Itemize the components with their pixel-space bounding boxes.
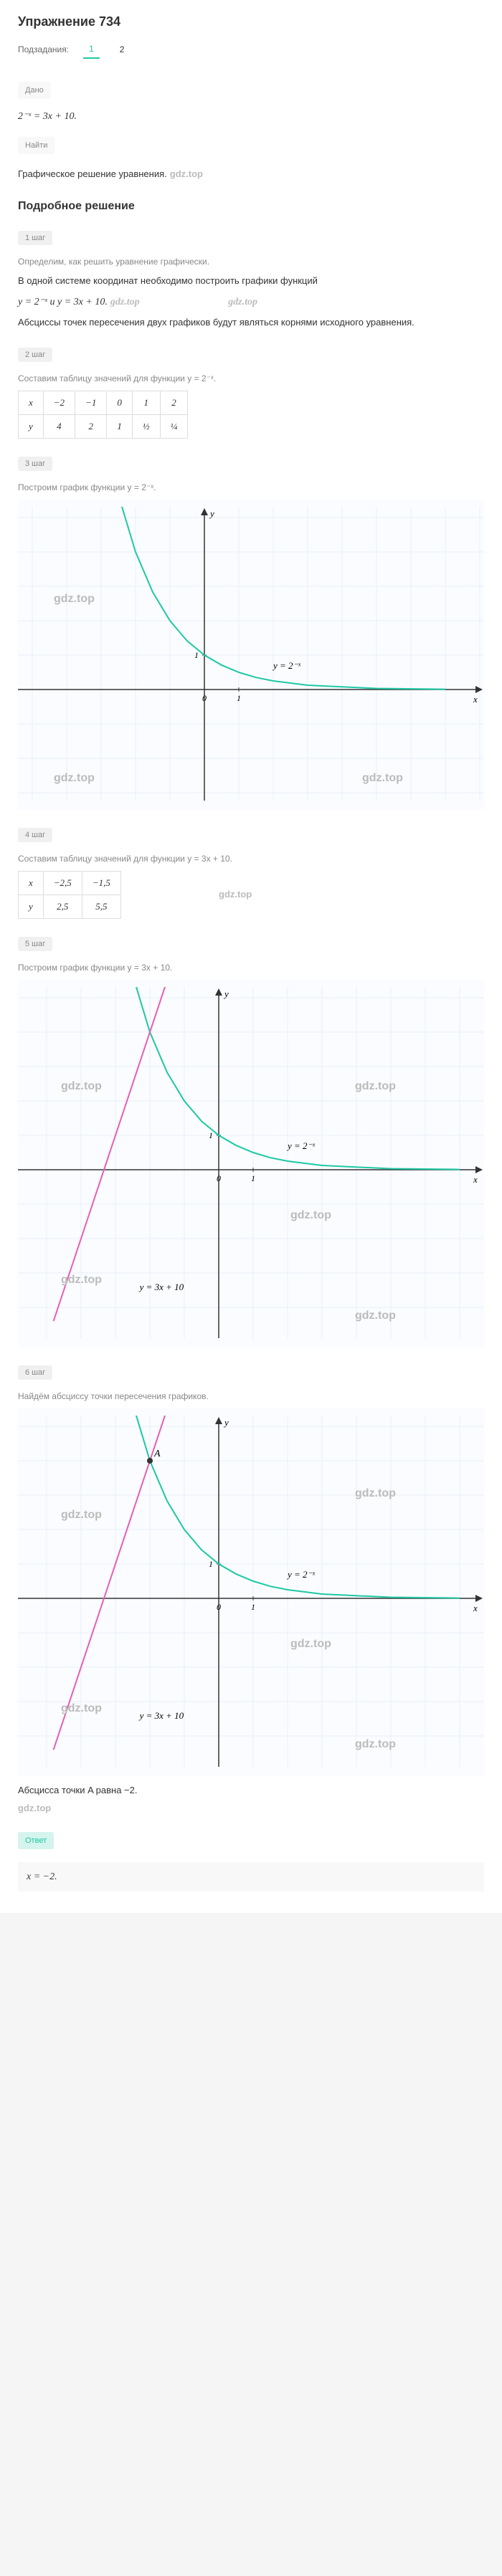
step-badge-2: 2 шаг (18, 348, 52, 362)
svg-text:1: 1 (209, 1130, 213, 1140)
subtask-row: Подзадания: 1 2 (18, 40, 484, 59)
table-1: x−2−1012y421½¼ (18, 391, 188, 439)
page-title: Упражнение 734 (18, 14, 484, 29)
svg-text:y = 2⁻ˣ: y = 2⁻ˣ (272, 661, 300, 672)
chart-2: 011xyy = 2⁻ˣy = 3x + 10gdz.topgdz.topgdz… (18, 987, 484, 1340)
svg-text:0: 0 (202, 693, 207, 703)
step-badge-6: 6 шаг (18, 1365, 52, 1380)
answer-label: Ответ (18, 1832, 54, 1849)
svg-text:y = 2⁻ˣ: y = 2⁻ˣ (286, 1141, 315, 1152)
find-text: Графическое решение уравнения.gdz.top (18, 167, 484, 182)
subtask-1[interactable]: 1 (83, 40, 100, 59)
watermark-inline: gdz.top (219, 889, 252, 900)
answer-block: x = −2. (18, 1862, 484, 1892)
svg-text:1: 1 (251, 1173, 255, 1183)
find-label: Найти (18, 137, 55, 154)
chart-1: 011xyy = 2⁻ˣgdz.topgdz.topgdz.top (18, 507, 484, 803)
svg-text:A: A (153, 1449, 161, 1459)
svg-text:y = 2⁻ˣ: y = 2⁻ˣ (286, 1570, 315, 1580)
svg-text:0: 0 (217, 1173, 221, 1183)
svg-text:y: y (209, 508, 214, 519)
svg-text:y: y (223, 988, 229, 999)
step-4-subtext: Составим таблицу значений для функции y … (18, 854, 484, 864)
given-math: 2⁻ˣ = 3x + 10. (18, 110, 484, 123)
step-badge-1: 1 шаг (18, 231, 52, 245)
watermark-inline: gdz.top (110, 297, 140, 307)
svg-text:x: x (473, 1603, 478, 1613)
svg-text:1: 1 (209, 1559, 213, 1569)
step-1-math: y = 2⁻ˣ и y = 3x + 10.gdz.top gdz.top (18, 296, 484, 308)
step-1-subtext: Определим, как решить уравнение графичес… (18, 257, 484, 267)
subtask-2[interactable]: 2 (114, 41, 131, 58)
step-3-subtext: Построим график функции y = 2⁻ˣ. (18, 482, 484, 492)
chart-3: 011xyy = 2⁻ˣy = 3x + 10Agdz.topgdz.topgd… (18, 1416, 484, 1769)
solution-heading: Подробное решение (18, 200, 484, 213)
given-label: Дано (18, 82, 51, 99)
svg-text:x: x (473, 1174, 478, 1185)
step-6-subtext: Найдём абсциссу точки пересечения график… (18, 1391, 484, 1401)
step-badge-4: 4 шаг (18, 828, 52, 842)
svg-text:1: 1 (237, 693, 241, 703)
watermark-inline: gdz.top (170, 168, 203, 179)
svg-text:0: 0 (217, 1602, 221, 1612)
svg-text:y = 3x + 10: y = 3x + 10 (138, 1710, 184, 1721)
step-badge-5: 5 шаг (18, 937, 52, 951)
svg-text:1: 1 (194, 650, 199, 660)
svg-text:x: x (473, 694, 478, 705)
step-1-text2: Абсциссы точек пересечения двух графиков… (18, 315, 484, 330)
table-2: x−2,5−1,5y2,55,5 (18, 871, 121, 919)
step-5-subtext: Построим график функции y = 3x + 10. (18, 963, 484, 973)
step-badge-3: 3 шаг (18, 457, 52, 471)
subtask-label: Подзадания: (18, 44, 69, 54)
answer-math: x = −2. (27, 1871, 57, 1882)
watermark-inline: gdz.top (18, 1801, 484, 1816)
svg-text:y = 3x + 10: y = 3x + 10 (138, 1282, 184, 1292)
step-2-subtext: Составим таблицу значений для функции y … (18, 373, 484, 383)
abscissa-text: Абсцисса точки A равна −2. gdz.top (18, 1783, 484, 1816)
step-1-text: В одной системе координат необходимо пос… (18, 274, 484, 289)
svg-text:y: y (223, 1417, 229, 1428)
watermark-inline: gdz.top (228, 297, 257, 307)
svg-text:1: 1 (251, 1602, 255, 1612)
